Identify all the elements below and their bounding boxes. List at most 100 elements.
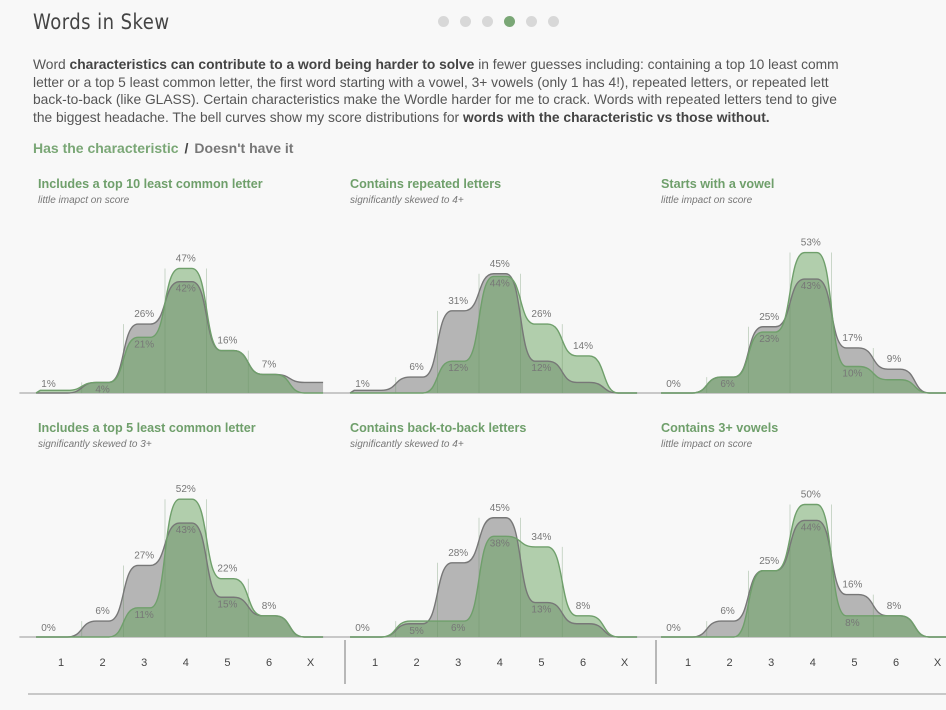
intro-line-2: letter or a top 5 least common letter, t… [33, 74, 829, 90]
series-has-line [36, 498, 324, 638]
data-label: 0% [666, 623, 681, 634]
intro-line-3: back-to-back (like GLASS). Certain chara… [33, 92, 837, 107]
intro-line-4: the biggest headache. The bell curves sh… [33, 109, 946, 127]
x-tick-label: 3 [455, 657, 461, 669]
chart-title: Contains 3+ vowels [661, 421, 779, 435]
data-label: 6% [409, 362, 424, 373]
legend: Has the characteristic / Doesn't have it [33, 140, 293, 156]
series-has-line [661, 251, 946, 394]
chart-subtitle: significantly skewed to 4+ [350, 195, 464, 206]
intro-paragraph: Word characteristics can contribute to a… [33, 56, 946, 126]
chart-subtitle: little imapct on score [38, 195, 130, 206]
x-tick-label: 1 [685, 657, 691, 669]
intro-bold: words with the characteristic vs those w… [462, 109, 770, 125]
data-label: 1% [41, 379, 56, 390]
intro-text: the biggest headache. The bell curves sh… [33, 109, 463, 125]
series-overlap-area [661, 520, 946, 637]
data-label: 8% [887, 601, 902, 612]
data-label: 16% [842, 580, 862, 591]
series-has-line [661, 503, 946, 638]
data-label: 13% [531, 605, 551, 616]
series-overlap-area [661, 279, 946, 393]
series-without-line [349, 273, 638, 394]
data-label: 23% [759, 334, 779, 345]
data-label: 21% [134, 339, 154, 350]
chart-subtitle: significantly skewed to 4+ [350, 439, 464, 450]
page-dot-5[interactable] [526, 16, 537, 27]
x-tick-label: 2 [414, 657, 420, 669]
data-label: 47% [176, 253, 196, 264]
data-label: 25% [759, 312, 779, 323]
intro-bold: characteristics can contribute to a word… [69, 57, 475, 72]
data-label: 8% [845, 618, 860, 629]
data-label: 14% [573, 341, 593, 352]
data-label: 31% [448, 296, 468, 307]
x-axis-row: 1 2 3 4 5 6 X 1 2 3 4 5 6 X 1 2 3 4 5 6 X [28, 640, 946, 695]
page-dot-2[interactable] [460, 16, 471, 27]
intro-line-1: Word characteristics can contribute to a… [33, 56, 946, 74]
data-label: 8% [262, 601, 277, 612]
data-label: 6% [95, 606, 110, 617]
chart-subtitle: significantly skewed to 3+ [38, 439, 152, 450]
x-tick-label: 6 [266, 657, 272, 669]
data-label: 27% [134, 550, 154, 561]
page-dot-6[interactable] [548, 16, 559, 27]
chart-title: Starts with a vowel [661, 177, 775, 191]
series-has-line [35, 267, 324, 394]
intro-text: Word [33, 57, 70, 72]
data-label: 38% [490, 538, 510, 549]
page-dot-4[interactable] [504, 16, 515, 27]
x-tick-label: 1 [372, 657, 378, 669]
data-label: 28% [448, 548, 468, 559]
data-label: 1% [355, 379, 370, 390]
data-label: 5% [409, 626, 424, 637]
data-label: 53% [801, 238, 821, 249]
data-label: 16% [217, 336, 237, 347]
page-dot-3[interactable] [482, 16, 493, 27]
chart-area-svg: 0% 23% 53% 10% 6% 25% 43% 17% 9% [644, 238, 946, 394]
data-label: 11% [135, 610, 154, 621]
chart-area-svg: 1% 12% 44% 26% 14% 6% 31% 45% 12% [333, 259, 654, 394]
intro-text: in fewer guesses including: containing a… [474, 57, 839, 72]
data-label: 44% [801, 522, 821, 533]
data-label: 26% [134, 309, 154, 320]
data-label: 0% [666, 379, 681, 390]
data-label: 44% [490, 278, 510, 289]
data-label: 34% [531, 532, 551, 543]
data-label: 7% [262, 359, 277, 370]
chart-area-svg: 1% 21% 47% 16% 7% 4% 26% 42% [19, 253, 340, 395]
legend-has[interactable]: Has the characteristic [33, 140, 179, 156]
data-label: 26% [531, 309, 551, 320]
data-label: 25% [759, 556, 779, 567]
x-tick-label: 5 [851, 657, 857, 669]
chart-title: Includes a top 5 least common letter [38, 421, 256, 435]
page-dots [438, 16, 559, 27]
data-label: 0% [355, 623, 370, 634]
page-title: Words in Skew [33, 10, 170, 34]
chart-area-svg: 0% 11% 52% 22% 8% 6% 27% 43% 15% [19, 484, 340, 638]
x-tick-label: X [621, 657, 629, 669]
x-tick-label: 3 [768, 657, 774, 669]
x-tick-label: X [934, 657, 942, 669]
chart-title: Contains repeated letters [350, 177, 502, 191]
series-without-line [350, 517, 638, 638]
data-label: 45% [490, 503, 510, 514]
x-tick-label: 1 [58, 657, 64, 669]
x-tick-label: 5 [538, 657, 544, 669]
legend-separator: / [184, 140, 189, 156]
data-label: 22% [217, 564, 237, 575]
data-label: 17% [842, 333, 862, 344]
data-label: 4% [95, 384, 110, 395]
page-dot-1[interactable] [438, 16, 449, 27]
data-label: 52% [176, 484, 196, 495]
series-has-line [350, 535, 638, 638]
x-tick-label: 4 [810, 657, 816, 669]
data-label: 45% [490, 259, 510, 270]
data-label: 6% [720, 379, 735, 390]
series-overlap-area [36, 281, 324, 393]
x-tick-label: 4 [497, 657, 503, 669]
legend-without[interactable]: Doesn't have it [194, 140, 294, 156]
data-label: 10% [842, 369, 862, 380]
x-tick-label: 6 [580, 657, 586, 669]
data-label: 12% [448, 363, 468, 374]
